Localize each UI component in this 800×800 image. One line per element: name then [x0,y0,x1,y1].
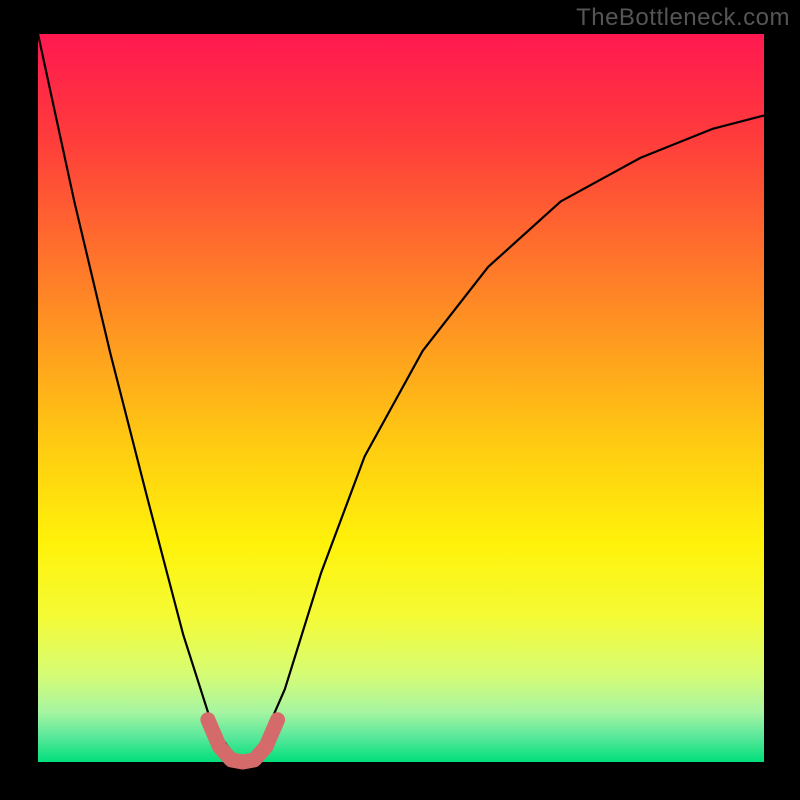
bottleneck-curve-chart [0,0,800,800]
chart-stage: TheBottleneck.com [0,0,800,800]
plot-gradient-background [38,34,764,762]
